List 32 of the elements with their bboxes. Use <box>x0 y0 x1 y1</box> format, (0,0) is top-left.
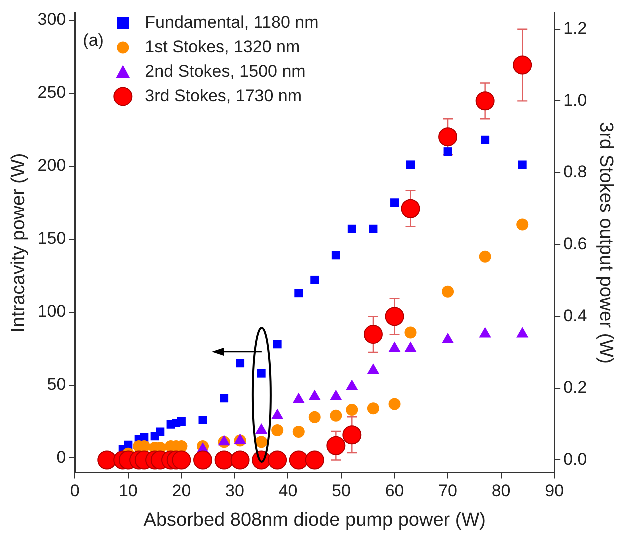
y-tick-label: 50 <box>47 374 66 394</box>
y2-tick-label: 0.6 <box>564 234 588 254</box>
x-tick-label: 70 <box>438 482 458 501</box>
legend-label: 3rd Stokes, 1730 nm <box>145 86 302 106</box>
y2-tick-label: 0.8 <box>564 162 588 182</box>
y-tick-label: 100 <box>38 302 66 321</box>
x-tick-label: 40 <box>278 482 298 501</box>
y-axis-title: Intracavity power (W) <box>8 153 30 333</box>
x-tick-label: 50 <box>332 482 351 501</box>
x-tick-label: 60 <box>385 482 404 501</box>
y2-axis-title: 3rd Stokes output power (W) <box>595 122 616 364</box>
legend-label: Fundamental, 1180 nm <box>145 12 319 32</box>
x-tick-label: 20 <box>172 482 192 501</box>
x-tick-label: 90 <box>545 482 564 501</box>
y2-tick-label: 0.2 <box>564 378 588 398</box>
x-tick-label: 30 <box>226 482 244 501</box>
x-axis-title: Absorbed 808nm diode pump power (W) <box>144 510 486 531</box>
y-tick-label: 150 <box>38 229 66 248</box>
x-tick-label: 10 <box>118 482 138 501</box>
y-tick-label: 200 <box>38 156 66 176</box>
legend-label: 1st Stokes, 1320 nm <box>145 37 300 56</box>
x-tick-label: 0 <box>70 482 80 501</box>
y-tick-label: 250 <box>38 83 66 102</box>
y-tick-label: 300 <box>38 10 66 30</box>
y2-tick-label: 1.0 <box>564 90 588 110</box>
y-tick-label: 0 <box>56 448 66 467</box>
y2-tick-label: 0.4 <box>564 306 588 326</box>
legend-label: 2nd Stokes, 1500 nm <box>145 62 306 81</box>
annotation: (a) <box>83 30 104 50</box>
x-tick-label: 80 <box>492 482 511 501</box>
y2-tick-label: 1.2 <box>564 19 588 38</box>
y2-tick-label: 0.0 <box>564 450 588 469</box>
